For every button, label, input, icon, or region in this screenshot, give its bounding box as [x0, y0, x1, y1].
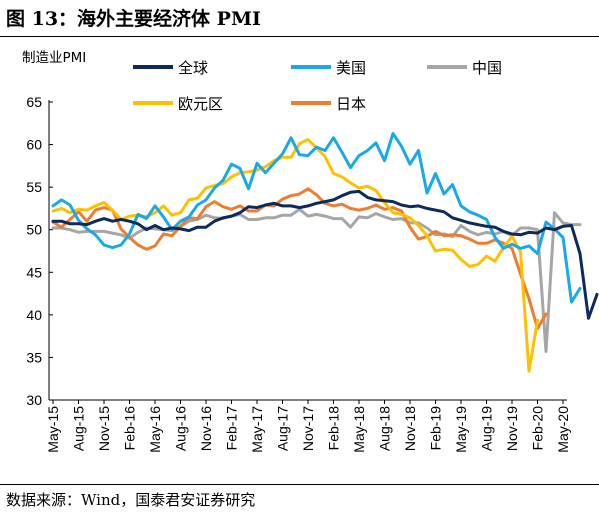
x-tick-label: Feb-17 — [224, 406, 240, 451]
legend-label-0: 全球 — [178, 59, 208, 77]
series-layer — [51, 132, 599, 373]
series-line-1 — [51, 132, 582, 304]
y-tick-label: 65 — [26, 94, 42, 110]
x-tick-label: Aug-15 — [71, 406, 87, 451]
x-tick-label: May-18 — [351, 406, 367, 453]
y-tick-label: 40 — [26, 307, 42, 323]
y-tick-label: 45 — [26, 264, 42, 280]
x-tick-label: Feb-16 — [122, 406, 138, 451]
x-tick-label: Nov-19 — [504, 406, 520, 451]
x-tick-label: May-17 — [249, 406, 265, 453]
y-axis-label: 制造业PMI — [22, 50, 86, 66]
x-tick-label: Aug-17 — [275, 406, 291, 451]
x-tick-label: Aug-16 — [173, 406, 189, 451]
legend-label-2: 中国 — [472, 59, 502, 77]
series-line-3 — [51, 138, 539, 373]
x-tick-label: May-16 — [147, 406, 163, 453]
x-tick-label: Nov-17 — [300, 406, 316, 451]
x-tick-label: Nov-16 — [198, 406, 214, 451]
y-tick-label: 60 — [26, 137, 42, 153]
x-tick-label: Aug-19 — [479, 406, 495, 451]
x-tick-label: Feb-20 — [530, 406, 546, 451]
legend-label-1: 美国 — [336, 59, 366, 77]
figure-title: 图 13：海外主要经济体 PMI — [6, 8, 261, 30]
x-tick-label: Nov-18 — [402, 406, 418, 451]
x-tick-label: Nov-15 — [96, 406, 112, 451]
title-rule — [0, 36, 599, 37]
x-axis: May-15 Aug-15 Nov-15 Feb-16 May-16 Aug-16 Nov-… — [45, 399, 571, 453]
x-tick-label: May-20 — [555, 406, 571, 453]
series-line-0 — [51, 189, 599, 320]
y-axis: 30 35 40 45 50 55 60 65 — [26, 94, 53, 408]
x-tick-label: Feb-18 — [326, 406, 342, 451]
y-tick-label: 50 — [26, 222, 42, 238]
source-note: 数据来源：Wind，国泰君安证券研究 — [6, 491, 256, 509]
y-tick-label: 30 — [26, 392, 42, 408]
x-tick-label: Aug-18 — [377, 406, 393, 451]
x-tick-label: May-15 — [45, 406, 61, 453]
x-tick-label: Feb-19 — [428, 406, 444, 451]
legend-label-4: 日本 — [336, 95, 366, 113]
series-line-4 — [51, 187, 548, 330]
bottom-rule — [0, 484, 599, 485]
y-tick-label: 35 — [26, 349, 42, 365]
y-tick-label: 55 — [26, 179, 42, 195]
x-tick-label: May-19 — [453, 406, 469, 453]
legend-label-3: 欧元区 — [178, 95, 223, 113]
